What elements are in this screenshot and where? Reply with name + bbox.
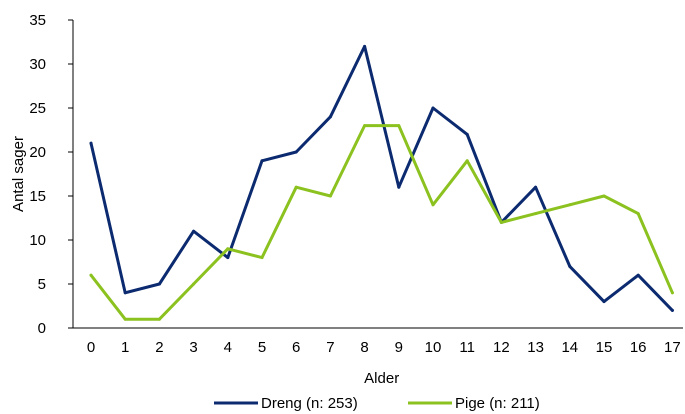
- x-tick-label: 17: [664, 339, 681, 356]
- data-point: [499, 220, 503, 224]
- x-tick-label: 1: [121, 339, 129, 356]
- x-tick-label: 12: [493, 339, 510, 356]
- data-point: [363, 44, 367, 48]
- data-point: [192, 282, 196, 286]
- x-tick-label: 8: [360, 339, 368, 356]
- series-line-1: [89, 124, 674, 321]
- y-tick-label: 0: [38, 320, 46, 337]
- y-tick-label: 20: [29, 144, 46, 161]
- x-tick-label: 0: [87, 339, 95, 356]
- legend-label: Pige (n: 211): [455, 395, 540, 412]
- y-tick-label: 30: [29, 56, 46, 73]
- legend: Dreng (n: 253) Pige (n: 211): [214, 395, 540, 412]
- x-tick-label: 2: [155, 339, 163, 356]
- data-point: [192, 229, 196, 233]
- y-axis-title: Antal sager: [10, 136, 27, 212]
- data-point: [602, 194, 606, 198]
- data-point: [534, 185, 538, 189]
- data-point: [670, 291, 674, 295]
- data-point: [465, 132, 469, 136]
- x-tick-label: 5: [258, 339, 266, 356]
- y-tick-label: 15: [29, 188, 46, 205]
- x-tick-label: 7: [326, 339, 334, 356]
- data-point: [636, 273, 640, 277]
- legend-label: Dreng (n: 253): [261, 395, 358, 412]
- data-point: [363, 124, 367, 128]
- y-tick-label: 35: [29, 12, 46, 29]
- data-point: [89, 273, 93, 277]
- data-point: [123, 291, 127, 295]
- data-point: [226, 247, 230, 251]
- data-point: [157, 317, 161, 321]
- data-point: [89, 141, 93, 145]
- y-tick-label: 5: [38, 276, 46, 293]
- x-tick-label: 3: [189, 339, 197, 356]
- data-point: [294, 185, 298, 189]
- data-point: [431, 106, 435, 110]
- data-point: [397, 124, 401, 128]
- data-point: [294, 150, 298, 154]
- data-point: [397, 185, 401, 189]
- data-point: [431, 203, 435, 207]
- data-point: [328, 194, 332, 198]
- data-point: [670, 308, 674, 312]
- data-point: [226, 256, 230, 260]
- y-axis: 0 5 10 15 20 25 30 35: [29, 12, 74, 337]
- data-point: [534, 212, 538, 216]
- x-tick-label: 16: [630, 339, 647, 356]
- data-point: [260, 159, 264, 163]
- x-tick-label: 9: [395, 339, 403, 356]
- data-point: [465, 159, 469, 163]
- x-tick-label: 4: [224, 339, 232, 356]
- x-tick-label: 14: [561, 339, 578, 356]
- x-tick-label: 10: [425, 339, 442, 356]
- series-layer: [89, 44, 674, 321]
- data-point: [568, 264, 572, 268]
- data-point: [568, 203, 572, 207]
- data-point: [260, 256, 264, 260]
- x-tick-label: 15: [596, 339, 613, 356]
- data-point: [328, 115, 332, 119]
- series-line-0: [89, 44, 674, 312]
- y-tick-label: 10: [29, 232, 46, 249]
- y-tick-label: 25: [29, 100, 46, 117]
- x-tick-label: 6: [292, 339, 300, 356]
- x-tick-label: 11: [459, 339, 475, 356]
- data-point: [602, 300, 606, 304]
- x-tick-label: 13: [527, 339, 544, 356]
- data-point: [636, 212, 640, 216]
- data-point: [123, 317, 127, 321]
- x-axis-title: Alder: [364, 370, 399, 387]
- data-point: [157, 282, 161, 286]
- x-axis: 0 1 2 3 4 5 6 7 8 9 10 11 12 13 14 15 16 17: [73, 327, 683, 356]
